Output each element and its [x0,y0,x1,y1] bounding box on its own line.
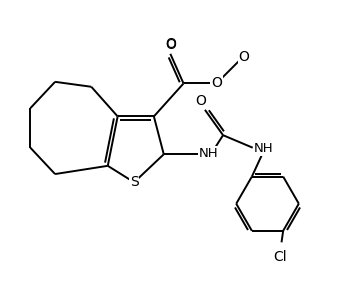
Text: O: O [238,50,249,64]
Text: O: O [165,38,176,52]
Text: O: O [165,37,176,51]
Text: NH: NH [254,142,273,155]
Text: Cl: Cl [274,250,287,264]
Text: O: O [211,75,222,89]
Text: NH: NH [199,147,219,160]
Text: S: S [130,175,139,189]
Text: O: O [195,94,206,108]
Text: O: O [211,76,222,91]
